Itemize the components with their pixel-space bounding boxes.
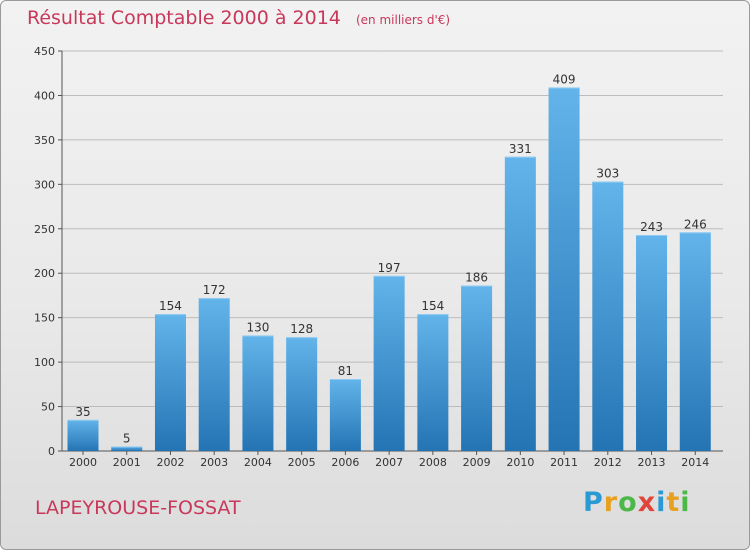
x-tick-label-2000: 2000 — [69, 456, 97, 469]
bar-2002 — [154, 314, 186, 451]
logo-letter: t — [666, 487, 681, 518]
y-tick-label: 250 — [34, 223, 55, 236]
bar-2011 — [548, 87, 580, 451]
bar-2010 — [504, 156, 536, 451]
y-tick-label: 400 — [34, 89, 55, 102]
x-tick-label-2007: 2007 — [375, 456, 403, 469]
bars — [67, 87, 711, 451]
y-tick-label: 450 — [34, 45, 55, 58]
x-tick-label-2005: 2005 — [288, 456, 316, 469]
logo-letter: o — [618, 487, 638, 518]
y-tick-label: 100 — [34, 356, 55, 369]
bar-2001 — [111, 446, 143, 451]
x-tick-label-2011: 2011 — [550, 456, 578, 469]
bar-2009 — [461, 285, 493, 451]
proxiti-logo[interactable]: Proxiti — [583, 487, 691, 518]
bar-2014 — [679, 232, 711, 451]
value-label-2011: 409 — [553, 72, 576, 86]
value-label-2007: 197 — [378, 261, 401, 275]
chart-subtitle: (en milliers d'€) — [355, 13, 451, 27]
y-tick-label: 300 — [34, 178, 55, 191]
bar-2005 — [286, 337, 318, 451]
logo-letter: P — [583, 487, 604, 518]
bar-2013 — [636, 235, 668, 451]
value-label-2010: 331 — [509, 142, 532, 156]
y-tick-label: 200 — [34, 267, 55, 280]
value-label-2000: 35 — [75, 405, 90, 419]
logo-letter: i — [680, 487, 691, 518]
y-tick-label: 0 — [48, 445, 55, 458]
value-label-2012: 303 — [596, 167, 619, 181]
y-tick-label: 350 — [34, 134, 55, 147]
bar-2004 — [242, 335, 274, 451]
bar-2000 — [67, 419, 99, 451]
labels: 0 50 100 150 200 250 300 350 400 450 35 2000 5 2001 15… — [34, 45, 709, 469]
x-tick-label-2003: 2003 — [200, 456, 228, 469]
chart-title-block: Résultat Comptable 2000 à 2014 (en milli… — [27, 7, 450, 29]
x-tick-label-2002: 2002 — [156, 456, 184, 469]
value-label-2004: 130 — [246, 320, 269, 334]
y-tick-label: 50 — [41, 401, 55, 414]
bar-2007 — [373, 275, 405, 451]
value-label-2005: 128 — [290, 322, 313, 336]
value-label-2003: 172 — [203, 283, 226, 297]
x-tick-label-2009: 2009 — [463, 456, 491, 469]
x-tick-label-2012: 2012 — [594, 456, 622, 469]
value-label-2002: 154 — [159, 299, 182, 313]
y-tick-label: 150 — [34, 312, 55, 325]
bar-2008 — [417, 314, 449, 451]
value-label-2008: 154 — [421, 299, 444, 313]
logo-letter: x — [637, 487, 657, 518]
x-tick-label-2006: 2006 — [331, 456, 359, 469]
value-label-2001: 5 — [123, 432, 131, 446]
x-tick-label-2013: 2013 — [638, 456, 666, 469]
bar-2003 — [198, 298, 230, 451]
bar-2006 — [329, 379, 361, 451]
value-label-2013: 243 — [640, 220, 663, 234]
chart-title: Résultat Comptable 2000 à 2014 — [27, 7, 341, 29]
x-tick-label-2014: 2014 — [681, 456, 709, 469]
value-label-2006: 81 — [338, 364, 353, 378]
x-tick-label-2008: 2008 — [419, 456, 447, 469]
x-tick-label-2004: 2004 — [244, 456, 272, 469]
value-label-2009: 186 — [465, 271, 488, 285]
value-label-2014: 246 — [684, 217, 707, 231]
bar-2012 — [592, 181, 624, 451]
x-tick-label-2010: 2010 — [506, 456, 534, 469]
x-tick-label-2001: 2001 — [113, 456, 141, 469]
commune-name: LAPEYROUSE-FOSSAT — [35, 497, 241, 519]
logo-letter: r — [603, 487, 619, 518]
logo-letter: i — [656, 487, 667, 518]
